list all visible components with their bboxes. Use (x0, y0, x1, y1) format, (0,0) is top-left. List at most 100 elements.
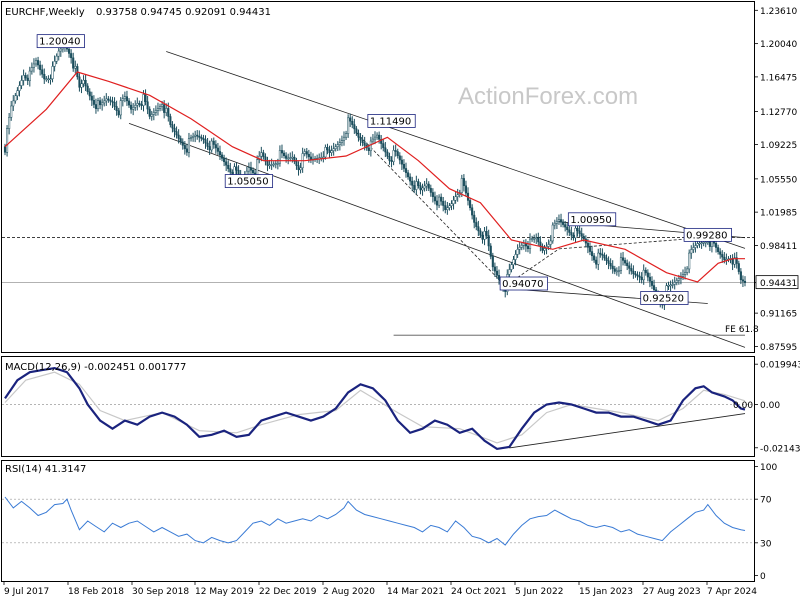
candle-body (394, 150, 397, 152)
candle-body (520, 245, 523, 248)
candle-body (433, 196, 436, 202)
candle-body (409, 176, 412, 182)
candle-body (94, 104, 97, 109)
candle-body (111, 100, 114, 103)
candle-body (471, 207, 474, 216)
candle-body (78, 76, 81, 88)
candle-body (16, 90, 19, 97)
candle-body (274, 163, 277, 165)
candle-body (597, 252, 600, 265)
candle-body (18, 85, 21, 91)
candle-body (206, 142, 209, 147)
candle-body (646, 272, 649, 278)
candle-body (293, 156, 296, 162)
candle-body (117, 110, 120, 116)
candle-body (723, 256, 726, 261)
date-axis-label: 12 May 2019 (195, 587, 254, 597)
candle-body (158, 106, 162, 109)
sma-line (4, 71, 745, 283)
rsi-label: RSI(14) 41.3147 (5, 464, 86, 475)
ohlc-label: 0.93758 0.94745 0.92091 0.94431 (96, 7, 271, 18)
candle-body (99, 100, 102, 106)
candle-body (479, 230, 482, 236)
price-axis-label: 1.09225 (760, 141, 797, 151)
candle-body (283, 152, 286, 157)
candle-body (427, 183, 430, 189)
price-axis-label: 0.87595 (760, 343, 797, 353)
candle-body (388, 155, 391, 161)
date-axis-label: 2 Aug 2020 (323, 587, 375, 597)
candle-body (278, 150, 281, 164)
candle-body (305, 151, 308, 155)
candle-body (28, 70, 31, 81)
candle-body (163, 104, 166, 113)
candle-body (551, 224, 554, 242)
candle-body (564, 224, 567, 228)
rsi-layer (2, 496, 754, 546)
candle-body (692, 247, 695, 250)
candle-body (127, 100, 131, 106)
candle-body (161, 104, 164, 107)
candle-body (413, 185, 416, 190)
candle-body (533, 237, 536, 240)
candle-body (644, 269, 647, 274)
candle-body (417, 181, 420, 186)
candle-body (291, 156, 294, 159)
candle-body (220, 154, 224, 159)
candle-body (51, 66, 54, 80)
candle-body (553, 222, 556, 226)
macd-signal-line (4, 371, 746, 444)
candle-body (609, 263, 612, 267)
candle-body (8, 117, 11, 129)
price-annotation-box (499, 276, 548, 291)
candle-body (719, 251, 722, 255)
candle-body (423, 185, 426, 189)
candle-body (167, 108, 170, 117)
candle-body (582, 235, 585, 240)
candle-body (14, 95, 17, 102)
candle-body (448, 205, 451, 209)
candle-body (82, 79, 85, 85)
candle-body (369, 140, 372, 151)
candle-body (590, 251, 594, 257)
candle-body (41, 69, 44, 75)
candle-body (460, 178, 463, 193)
candle-body (101, 102, 104, 106)
candle-body (667, 285, 670, 287)
candle-body (429, 187, 432, 193)
price-axis-label: 0.91165 (760, 310, 797, 320)
candle-body (580, 233, 583, 237)
candle-body (227, 164, 230, 169)
candle-body (415, 181, 418, 190)
candle-body (342, 136, 346, 141)
candle-body (396, 151, 399, 157)
candle-body (376, 134, 379, 138)
candle-body (285, 155, 288, 159)
candle-body (611, 265, 614, 269)
candle-body (123, 96, 126, 99)
candle-body (541, 245, 544, 251)
candle-body (653, 285, 656, 291)
candle-body (357, 132, 360, 138)
candle-body (572, 234, 575, 239)
candle-body (535, 237, 538, 240)
candle-body (140, 104, 143, 106)
candle-body (454, 196, 457, 201)
candle-body (134, 105, 137, 108)
candle-body (324, 147, 327, 158)
candle-body (543, 248, 546, 251)
candle-body (34, 60, 38, 65)
candle-body (26, 77, 29, 81)
candle-body (24, 75, 27, 79)
candle-body (518, 247, 521, 250)
candle-body (303, 151, 306, 154)
candle-body (483, 231, 486, 240)
candle-body (194, 134, 197, 137)
candle-body (491, 256, 494, 268)
candle-body (90, 95, 93, 101)
price-annotation: 1.05050 (227, 177, 268, 188)
price-axis-label: 1.05550 (760, 175, 797, 185)
candle-body (154, 110, 157, 113)
date-axis-label: 30 Sep 2018 (132, 587, 189, 597)
candle-body (607, 260, 610, 264)
